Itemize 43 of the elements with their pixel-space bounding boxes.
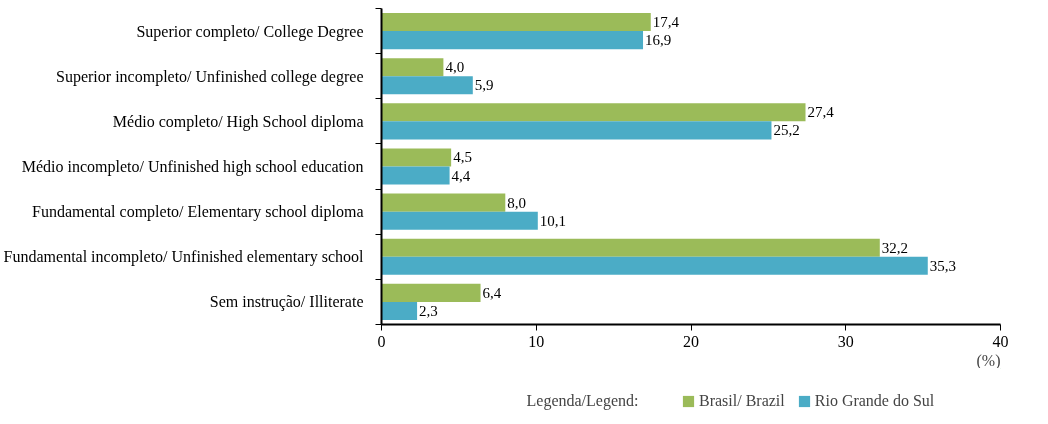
- bar: [381, 301, 418, 320]
- x-tick-label: 20: [683, 332, 699, 350]
- bar: [381, 166, 450, 185]
- data-label: 10,1: [539, 212, 567, 229]
- legend-title: Legenda/Legend:: [526, 391, 639, 410]
- data-label: 17,4: [652, 14, 680, 31]
- bar: [381, 193, 506, 212]
- bar: [381, 283, 481, 302]
- x-tick-label: 30: [837, 332, 854, 350]
- bar: [381, 256, 928, 275]
- y-tick-label: Fundamental incompleto/ Unfinished elementary school: [3, 248, 365, 267]
- data-label: 35,3: [929, 257, 957, 274]
- bar: [381, 211, 538, 230]
- bar: [381, 13, 651, 32]
- data-label: 16,9: [645, 32, 672, 49]
- data-label: 25,2: [773, 122, 800, 139]
- data-label: 5,9: [474, 77, 494, 94]
- bar: [381, 238, 880, 257]
- data-label: 4,5: [453, 149, 472, 166]
- bar: [381, 103, 806, 122]
- y-tick-label: Sem instrução/ Illiterate: [209, 293, 364, 312]
- data-label: 27,4: [807, 104, 835, 121]
- y-tick-label: Superior incompleto/ Unfinished college degree: [56, 67, 364, 86]
- x-tick-label: 10: [528, 332, 545, 350]
- x-tick-label: 40: [992, 332, 1009, 350]
- bar: [381, 58, 444, 77]
- y-tick-label: Fundamental completo/ Elementary school diploma: [32, 203, 364, 222]
- bar: [381, 76, 473, 95]
- data-label: 32,2: [881, 239, 909, 256]
- data-label: 2,3: [419, 302, 438, 319]
- data-label: 6,4: [482, 284, 502, 301]
- data-label: 4,4: [451, 167, 471, 184]
- data-label: 4,0: [445, 59, 465, 76]
- bar: [381, 121, 772, 140]
- bar: [381, 31, 644, 50]
- y-tick-label: Médio incompleto/ Unfinished high school education: [21, 158, 364, 176]
- bar: [381, 148, 452, 167]
- y-tick-label: Superior completo/ College Degree: [136, 22, 364, 41]
- legend-label: Rio Grande do Sul: [814, 392, 935, 410]
- y-tick-label: Médio completo/ High School diploma: [112, 112, 364, 131]
- x-tick-label: 0: [377, 332, 386, 350]
- data-label: 8,0: [507, 194, 527, 211]
- legend-label: Brasil/ Brazil: [699, 392, 785, 410]
